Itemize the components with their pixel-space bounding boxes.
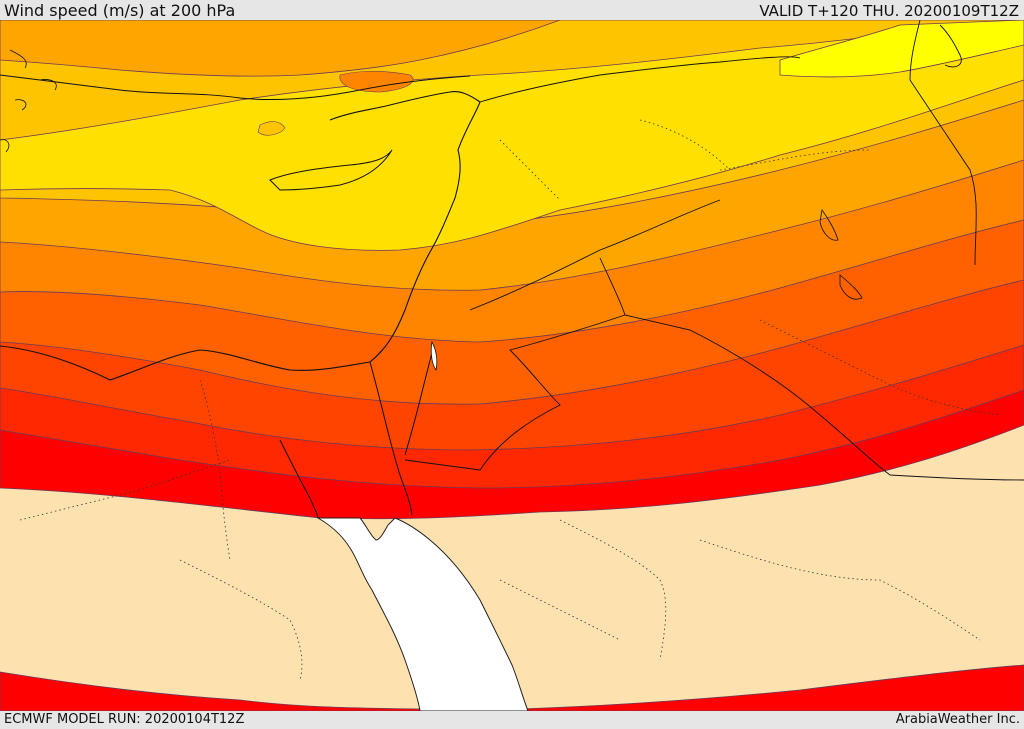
aegean-islands xyxy=(0,49,57,153)
turkey-coastline xyxy=(0,74,471,101)
footer-bar: ECMWF MODEL RUN: 20200104T12Z ArabiaWeat… xyxy=(0,711,1024,729)
gulf-island-2 xyxy=(839,274,863,300)
wind-patch-top-left-2 xyxy=(339,70,414,93)
sinai-borders xyxy=(279,344,435,519)
credit-text: ArabiaWeather Inc. xyxy=(895,712,1020,727)
wind-speed-map xyxy=(0,20,1024,711)
map-title: Wind speed (m/s) at 200 hPa xyxy=(4,1,236,20)
header-bar: Wind speed (m/s) at 200 hPa VALID T+120 … xyxy=(0,0,1024,20)
red-sea xyxy=(316,517,529,711)
gulf-island-1 xyxy=(819,209,839,241)
wind-band-1 xyxy=(779,20,1024,78)
wind-patch-top-left-3 xyxy=(257,121,286,136)
country-borders xyxy=(404,20,1024,481)
wind-patch-top-left xyxy=(0,20,561,77)
model-run: ECMWF MODEL RUN: 20200104T12Z xyxy=(4,712,245,727)
valid-time: VALID T+120 THU. 20200109T12Z xyxy=(759,2,1019,20)
dead-sea xyxy=(430,340,438,371)
caspian-outline xyxy=(939,24,962,68)
cyprus-island xyxy=(269,149,393,191)
med-coastline xyxy=(0,91,481,381)
